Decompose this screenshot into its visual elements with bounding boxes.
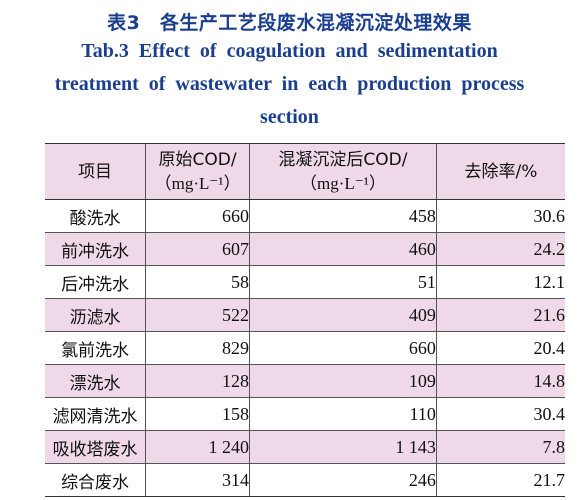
cell-item: 氯前洗水 bbox=[45, 331, 146, 365]
cod-removal-table: 项目 原始COD/ （mg·L⁻¹） 混凝沉淀后COD/ （mg·L⁻¹） 去除… bbox=[45, 143, 565, 497]
cell-item: 综合废水 bbox=[45, 463, 146, 497]
header-original-cod-label: 原始COD/ bbox=[158, 149, 237, 170]
cell-after-cod: 51 bbox=[248, 265, 437, 299]
header-original-cod: 原始COD/ （mg·L⁻¹） bbox=[145, 143, 250, 200]
cell-removal-rate: 21.6 bbox=[435, 298, 565, 332]
table-header-row: 项目 原始COD/ （mg·L⁻¹） 混凝沉淀后COD/ （mg·L⁻¹） 去除… bbox=[45, 143, 565, 200]
header-removal-rate: 去除率/% bbox=[435, 143, 565, 200]
cell-removal-rate: 30.4 bbox=[435, 397, 565, 431]
cell-after-cod: 660 bbox=[248, 331, 437, 365]
cell-after-cod: 458 bbox=[248, 199, 437, 233]
table-caption-en-line3: section bbox=[260, 106, 319, 128]
cell-after-cod: 110 bbox=[248, 397, 437, 431]
table-row: 沥滤水 522 409 21.6 bbox=[45, 298, 565, 332]
cell-original-cod: 314 bbox=[145, 463, 250, 497]
cell-item: 酸洗水 bbox=[45, 199, 146, 233]
header-after-cod-unit: （mg·L⁻¹） bbox=[299, 173, 386, 193]
table-row: 综合废水 314 246 21.7 bbox=[45, 463, 565, 497]
cell-item: 后冲洗水 bbox=[45, 265, 146, 299]
cell-removal-rate: 24.2 bbox=[435, 232, 565, 266]
cell-item: 吸收塔废水 bbox=[45, 430, 146, 464]
table-row: 酸洗水 660 458 30.6 bbox=[45, 199, 565, 233]
cell-after-cod: 246 bbox=[248, 463, 437, 497]
table-row: 滤网清洗水 158 110 30.4 bbox=[45, 397, 565, 431]
table-row: 氯前洗水 829 660 20.4 bbox=[45, 331, 565, 365]
cell-original-cod: 158 bbox=[145, 397, 250, 431]
cell-after-cod: 460 bbox=[248, 232, 437, 266]
header-item: 项目 bbox=[45, 143, 146, 200]
cell-removal-rate: 30.6 bbox=[435, 199, 565, 233]
table-caption-cn: 表3 各生产工艺段废水混凝沉淀处理效果 bbox=[107, 12, 472, 34]
cell-original-cod: 522 bbox=[145, 298, 250, 332]
cell-removal-rate: 12.1 bbox=[435, 265, 565, 299]
table-row: 前冲洗水 607 460 24.2 bbox=[45, 232, 565, 266]
cell-removal-rate: 7.8 bbox=[435, 430, 565, 464]
cell-removal-rate: 21.7 bbox=[435, 463, 565, 497]
table-row: 后冲洗水 58 51 12.1 bbox=[45, 265, 565, 299]
cell-item: 漂洗水 bbox=[45, 364, 146, 398]
cell-item: 前冲洗水 bbox=[45, 232, 146, 266]
cell-after-cod: 1 143 bbox=[248, 430, 437, 464]
cell-removal-rate: 14.8 bbox=[435, 364, 565, 398]
cell-original-cod: 58 bbox=[145, 265, 250, 299]
cell-removal-rate: 20.4 bbox=[435, 331, 565, 365]
cell-after-cod: 409 bbox=[248, 298, 437, 332]
cell-original-cod: 829 bbox=[145, 331, 250, 365]
cell-original-cod: 607 bbox=[145, 232, 250, 266]
table-row: 吸收塔废水 1 240 1 143 7.8 bbox=[45, 430, 565, 464]
cell-original-cod: 1 240 bbox=[145, 430, 250, 464]
header-original-cod-unit: （mg·L⁻¹） bbox=[154, 173, 241, 193]
cell-after-cod: 109 bbox=[248, 364, 437, 398]
cell-item: 沥滤水 bbox=[45, 298, 146, 332]
cell-original-cod: 128 bbox=[145, 364, 250, 398]
cell-original-cod: 660 bbox=[145, 199, 250, 233]
table-caption-en-line1: Tab.3 Effect of coagulation and sediment… bbox=[81, 40, 498, 62]
cell-item: 滤网清洗水 bbox=[45, 397, 146, 431]
table-row: 漂洗水 128 109 14.8 bbox=[45, 364, 565, 398]
header-after-cod-label: 混凝沉淀后COD/ bbox=[278, 149, 408, 170]
table-caption-en-line2: treatment of wastewater in each producti… bbox=[54, 73, 525, 95]
header-after-cod: 混凝沉淀后COD/ （mg·L⁻¹） bbox=[248, 143, 437, 200]
